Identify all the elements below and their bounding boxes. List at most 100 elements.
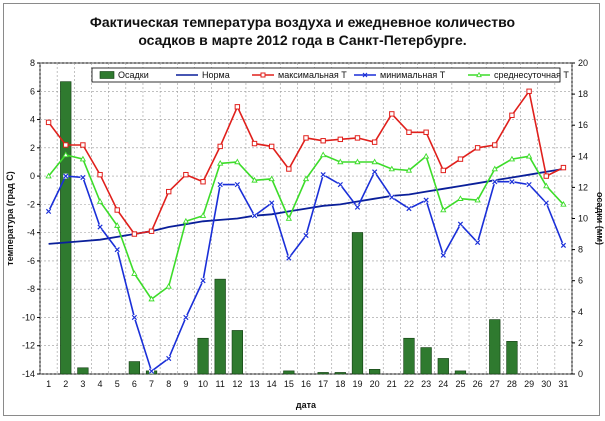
x-tick-label: 13 (250, 379, 260, 389)
avg-temp-point (319, 151, 327, 158)
max-temp-point (423, 129, 429, 135)
right-tick-label: 10 (578, 214, 588, 224)
max-temp-point (97, 171, 103, 178)
legend-swatch-bar (99, 71, 115, 79)
right-axis-title: осадки (мм) (595, 192, 605, 245)
legend-label: среднесуточная Т (494, 70, 569, 80)
legend-label: Осадки (118, 70, 149, 80)
x-tick-label: 12 (232, 379, 242, 389)
min-temp-point (269, 200, 275, 206)
min-temp-point (80, 174, 86, 181)
avg-temp-point (405, 167, 413, 173)
max-temp-point (234, 104, 241, 110)
x-tick-label: 7 (149, 379, 154, 389)
avg-temp-point (508, 155, 516, 162)
x-axis-title: дата (296, 400, 317, 410)
right-tick-label: 4 (578, 307, 583, 317)
min-temp-point (492, 179, 498, 185)
left-tick-label: -8 (27, 284, 35, 294)
min-temp-point (166, 355, 172, 362)
min-temp-point (440, 252, 446, 258)
precipitation-bar (317, 372, 329, 375)
right-tick-label: 6 (578, 276, 583, 286)
chart-title-line-1: Фактическая температура воздуха и ежедне… (89, 14, 516, 30)
avg-temp-point (199, 212, 207, 218)
max-temp-point (337, 136, 344, 143)
avg-temp-point (474, 196, 481, 203)
min-temp-point (114, 246, 120, 253)
max-temp-point (389, 111, 395, 117)
x-tick-label: 23 (421, 379, 431, 389)
x-tick-label: 20 (370, 379, 380, 389)
max-temp-point (217, 143, 223, 150)
legend: Осадки Норма максимальная Т минимальная Т ср… (91, 67, 569, 83)
x-tick-label: 26 (473, 379, 483, 389)
right-tick-label: 12 (578, 182, 588, 192)
precipitation-bar (334, 372, 346, 375)
x-tick-label: 21 (387, 379, 397, 389)
x-tick-label: 1 (46, 379, 51, 389)
x-axis-ticks: 1 2 3 4 5 6 7 8 9 10 11 12 13 14 15 16 17 18 19 20 21 22 23 24 2… (46, 379, 568, 389)
avg-temp-point (251, 176, 258, 183)
max-temp-point (492, 142, 498, 148)
avg-temp-point (560, 200, 567, 207)
precipitation-bar (351, 232, 364, 375)
avg-temp-point (302, 175, 310, 182)
precipitation-bar (437, 358, 449, 375)
precipitation-bar (506, 341, 518, 375)
min-temp-point (423, 197, 429, 203)
max-temp-point (131, 231, 138, 237)
avg-temp-point (131, 270, 138, 276)
left-tick-label: 6 (30, 86, 35, 96)
precipitation-bar (77, 367, 89, 375)
right-tick-label: 16 (578, 120, 588, 130)
right-tick-label: 0 (578, 369, 583, 379)
min-temp-point (251, 213, 258, 219)
max-temp-point (406, 129, 412, 135)
avg-temp-point (79, 155, 87, 162)
legend-marker (476, 71, 482, 78)
min-temp-point (543, 200, 549, 206)
right-tick-label: 8 (578, 245, 583, 255)
x-tick-label: 3 (80, 379, 85, 389)
x-tick-label: 11 (216, 379, 225, 389)
avg-temp-point (422, 152, 430, 159)
chart-title-line-2: осадков в марте 2012 года в Санкт-Петерб… (138, 32, 467, 48)
max-temp-point (509, 112, 515, 119)
min-temp-point (457, 221, 464, 227)
precipitation-bar (454, 370, 467, 375)
min-temp-point (131, 314, 138, 321)
x-tick-label: 10 (198, 379, 208, 389)
left-axis-title: температура (град С) (5, 171, 15, 265)
min-temp-point (183, 314, 189, 321)
min-temp-point (234, 181, 240, 188)
max-temp-point (560, 164, 567, 171)
max-temp-point (457, 156, 464, 162)
legend-marker (362, 72, 368, 78)
avg-temp-point (182, 217, 190, 224)
max-temp-point (320, 138, 326, 144)
max-temp-point (526, 88, 532, 94)
max-temp-point (354, 135, 361, 141)
avg-temp-point (457, 195, 464, 201)
precipitation-bar (128, 361, 141, 375)
temperature-markers (45, 88, 567, 374)
x-tick-label: 25 (455, 379, 465, 389)
x-tick-label: 8 (166, 379, 171, 389)
max-temp-point (45, 119, 52, 126)
legend-marker (260, 72, 266, 78)
x-tick-label: 14 (267, 379, 277, 389)
avg-temp-point (440, 206, 447, 213)
min-temp-point (474, 239, 481, 246)
precipitation-bar (369, 369, 381, 375)
left-tick-label: 2 (30, 143, 35, 153)
x-tick-label: 6 (132, 379, 137, 389)
avg-temp-point (388, 165, 395, 172)
max-temp-point (371, 139, 378, 145)
min-temp-point (354, 204, 361, 210)
min-temp-point (406, 205, 412, 212)
right-tick-label: 20 (578, 58, 588, 68)
avg-temp-point (165, 282, 172, 289)
min-temp-point (560, 242, 567, 248)
